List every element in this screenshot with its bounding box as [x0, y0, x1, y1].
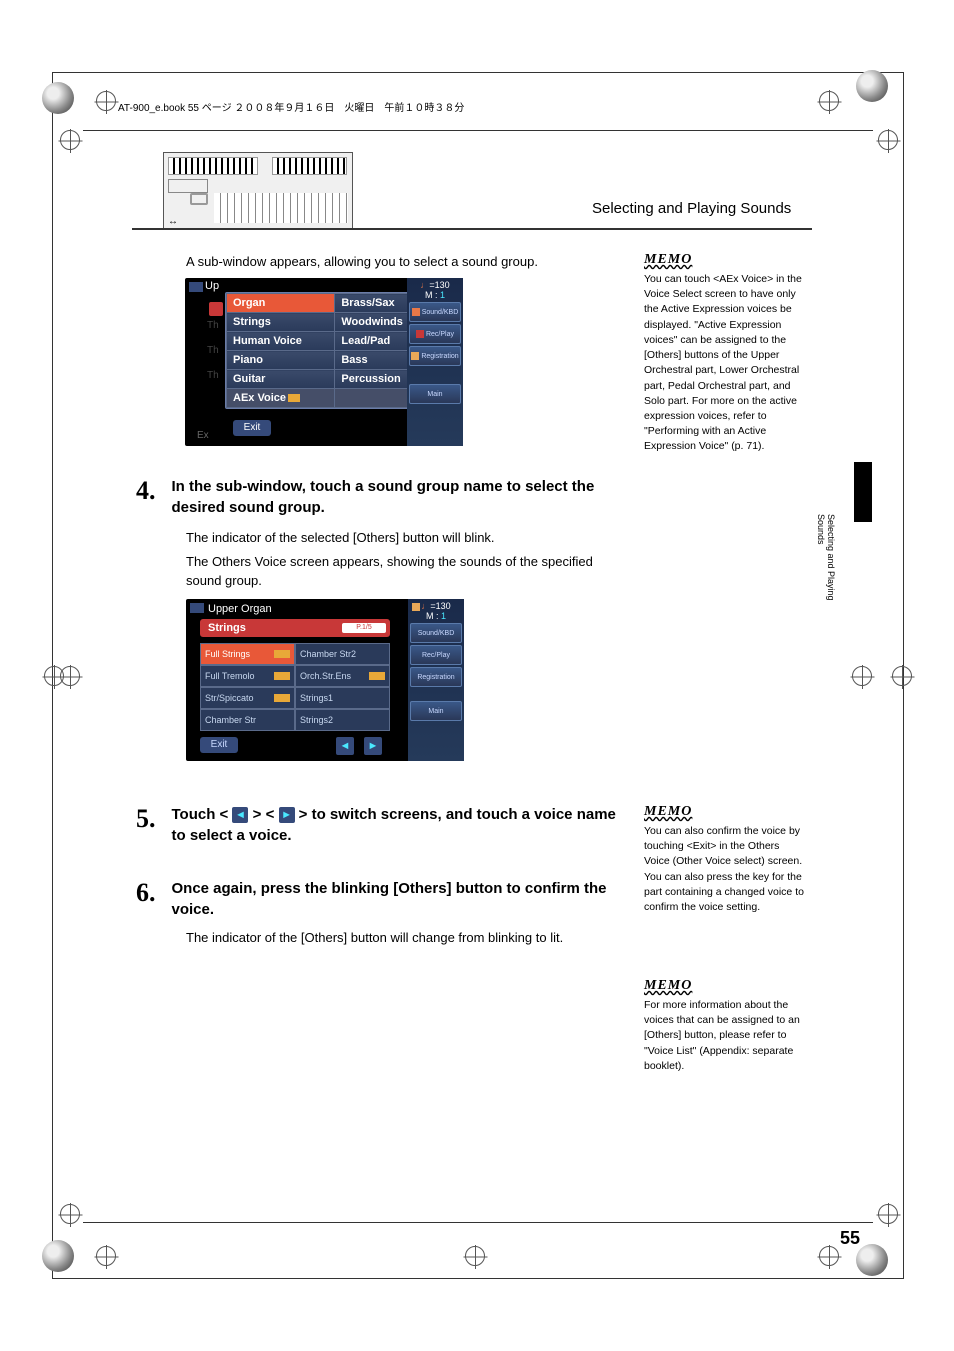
reg-mark — [856, 70, 888, 102]
memo-3: MEMO For more information about the voic… — [644, 978, 808, 1074]
registration-button[interactable]: Registration — [409, 346, 461, 366]
group-humanvoice[interactable]: Human Voice — [227, 332, 335, 351]
page-number: 55 — [840, 1228, 860, 1249]
memo-2: MEMO You can also confirm the voice by t… — [644, 804, 808, 915]
nav-right-icon[interactable]: ► — [364, 737, 382, 755]
sound-kbd-button[interactable]: Sound/KBD — [409, 302, 461, 322]
th-label: Th — [207, 345, 219, 356]
page-indicator: P.1/5 — [342, 623, 386, 633]
memo-label: MEMO — [644, 252, 808, 268]
header-rule — [132, 228, 812, 230]
group-organ[interactable]: Organ — [227, 294, 335, 313]
step-number: 6. — [136, 878, 156, 908]
header-keyboard-image: ↔ — [163, 152, 353, 230]
reg-mark — [96, 1246, 116, 1266]
nav-left-icon[interactable]: ◄ — [336, 737, 354, 755]
step-6: 6. Once again, press the blinking [Other… — [136, 878, 616, 945]
th-label: Th — [207, 320, 219, 331]
voice-strings1[interactable]: Strings1 — [295, 687, 390, 709]
reg-mark — [42, 82, 74, 114]
group-piano[interactable]: Piano — [227, 351, 335, 370]
step-title: Touch < ◄ > < ► > to switch screens, and… — [136, 804, 616, 846]
book-info: AT-900_e.book 55 ページ ２００８年９月１６日 火曜日 午前１０… — [118, 99, 464, 114]
th-label: Th — [207, 370, 219, 381]
sound-group-table[interactable]: OrganBrass/Sax StringsWoodwinds Human Vo… — [225, 292, 435, 409]
aex-icon — [288, 394, 300, 402]
reg-mark — [60, 666, 80, 686]
step-para: The indicator of the [Others] button wil… — [186, 930, 616, 945]
reg-mark — [42, 1240, 74, 1272]
voice-chamber-str[interactable]: Chamber Str — [200, 709, 295, 731]
screen-title: Upper Organ — [208, 603, 272, 615]
memo-label: MEMO — [644, 978, 808, 994]
nav-right-icon: ► — [279, 807, 295, 823]
memo-1: MEMO You can touch <AEx Voice> in the Vo… — [644, 252, 808, 455]
voice-full-strings[interactable]: Full Strings — [200, 643, 295, 665]
nav-arrows: ◄ ► — [336, 737, 382, 755]
reg-mark — [856, 1244, 888, 1276]
step-title: In the sub-window, touch a sound group n… — [136, 476, 616, 518]
reg-mark — [819, 91, 839, 111]
step-para: The indicator of the selected [Others] b… — [186, 528, 616, 548]
step-para: The Others Voice screen appears, showing… — [186, 552, 616, 591]
memo-label: MEMO — [644, 804, 808, 820]
screenshot-voice-list: Upper Organ Strings P.1/5 Full StringsCh… — [186, 599, 464, 761]
screen-sidebar: ♩=130M : 1 Sound/KBD Rec/Play Registrati… — [407, 278, 463, 446]
reg-mark — [878, 1204, 898, 1224]
side-text: Selecting and Playing Sounds — [816, 514, 836, 632]
voice-str-spiccato[interactable]: Str/Spiccato — [200, 687, 295, 709]
up-label: Up — [205, 280, 219, 292]
group-strings[interactable]: Strings — [227, 313, 335, 332]
reg-mark — [96, 91, 116, 111]
reg-mark — [878, 130, 898, 150]
screen-sidebar: ♩=130M : 1 Sound/KBD Rec/Play Registrati… — [408, 599, 464, 761]
memo-text: You can also confirm the voice by touchi… — [644, 824, 808, 915]
voice-orch-str-ens[interactable]: Orch.Str.Ens — [295, 665, 390, 687]
registration-button[interactable]: Registration — [410, 667, 462, 687]
reg-mark — [892, 666, 912, 686]
step-4: 4. In the sub-window, touch a sound grou… — [136, 476, 616, 591]
exit-button[interactable]: Exit — [200, 737, 238, 753]
memo-text: For more information about the voices th… — [644, 998, 808, 1074]
main-button[interactable]: Main — [410, 701, 462, 721]
ex-label: Ex — [197, 430, 209, 441]
voice-list: Full StringsChamber Str2 Full TremoloOrc… — [200, 643, 390, 731]
intro-text: A sub-window appears, allowing you to se… — [186, 254, 538, 269]
group-guitar[interactable]: Guitar — [227, 370, 335, 389]
voice-strings2[interactable]: Strings2 — [295, 709, 390, 731]
main-button[interactable]: Main — [409, 384, 461, 404]
group-aex[interactable]: AEx Voice — [227, 389, 335, 408]
exit-button[interactable]: Exit — [233, 420, 271, 436]
rec-play-button[interactable]: Rec/Play — [409, 324, 461, 344]
step-number: 4. — [136, 476, 156, 506]
step-number: 5. — [136, 804, 156, 834]
reg-mark — [60, 130, 80, 150]
reg-mark — [60, 1204, 80, 1224]
voice-full-tremolo[interactable]: Full Tremolo — [200, 665, 295, 687]
rec-play-button[interactable]: Rec/Play — [410, 645, 462, 665]
screenshot-sound-group: Up Th Th Th Ex OrganBrass/Sax StringsWoo… — [185, 278, 463, 446]
nav-left-icon: ◄ — [232, 807, 248, 823]
memo-text: You can touch <AEx Voice> in the Voice S… — [644, 272, 808, 455]
tempo: ♩=130M : 1 — [407, 278, 463, 300]
voice-chamber-str2[interactable]: Chamber Str2 — [295, 643, 390, 665]
sound-kbd-button[interactable]: Sound/KBD — [410, 623, 462, 643]
page-header: Selecting and Playing Sounds — [592, 200, 791, 217]
step-5: 5. Touch < ◄ > < ► > to switch screens, … — [136, 804, 616, 846]
reg-mark — [819, 1246, 839, 1266]
reg-mark — [852, 666, 872, 686]
reg-mark — [465, 1246, 485, 1266]
step-title: Once again, press the blinking [Others] … — [136, 878, 616, 920]
side-tab — [854, 462, 872, 522]
